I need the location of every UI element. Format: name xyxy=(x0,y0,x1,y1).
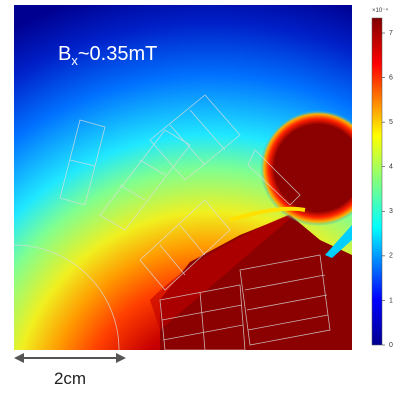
colorbar-ticks: 0 1 2 3 4 5 6 7 xyxy=(382,30,393,349)
colorbar xyxy=(371,17,383,346)
colorbar-tick-label: 6 xyxy=(389,74,393,81)
heatmap xyxy=(14,5,352,350)
colorbar-tick-label: 0 xyxy=(389,342,393,349)
colorbar-tick-label: 1 xyxy=(389,297,393,304)
scale-bar: 2cm xyxy=(14,353,126,388)
colorbar-tick-label: 4 xyxy=(389,164,393,171)
colorbar-exponent: ×10⁻⁴ xyxy=(372,7,388,14)
colorbar-tick-label: 5 xyxy=(389,119,393,126)
colorbar-tick-label: 2 xyxy=(389,253,393,260)
field-annotation: Bx~0.35mT xyxy=(58,43,157,68)
scale-label: 2cm xyxy=(54,369,86,388)
colorbar-tick-label: 7 xyxy=(389,30,393,37)
colorbar-tick-label: 3 xyxy=(389,208,393,215)
